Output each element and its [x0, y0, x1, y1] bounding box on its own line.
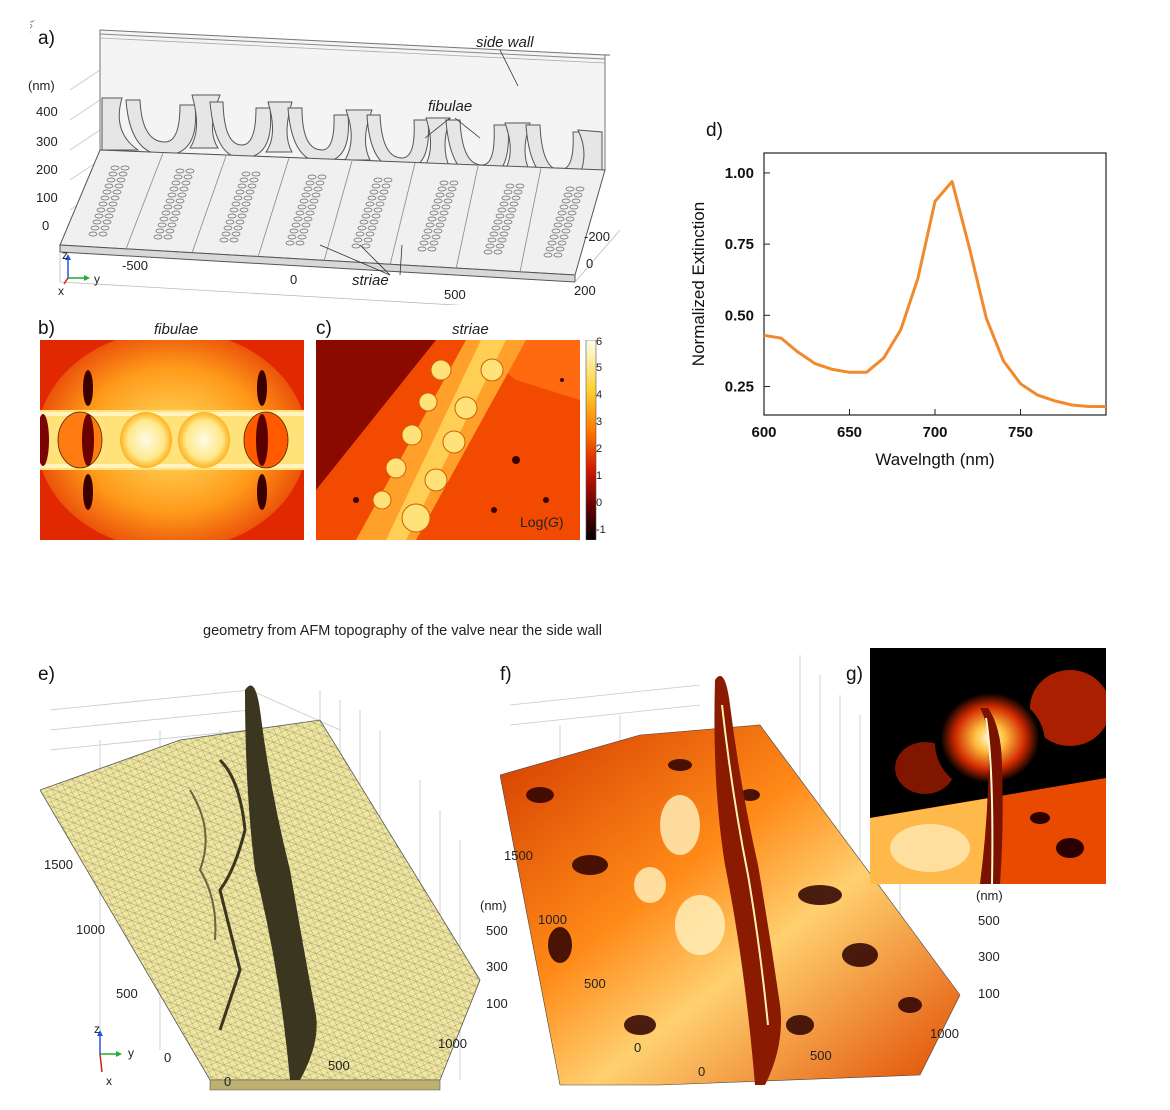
- e-x-tick-500: 500: [328, 1058, 350, 1073]
- y-axis-label: Normalized Extinction: [689, 202, 708, 366]
- a-x-tick-0: 0: [290, 272, 298, 287]
- a-axis-x: x: [58, 284, 64, 298]
- panel-c-field-map: [316, 340, 580, 540]
- label-striae: striae: [352, 272, 389, 289]
- x-tick-label: 700: [922, 424, 947, 441]
- panel-g-field-view: [870, 648, 1106, 884]
- cbar-tick-1: 1: [596, 470, 603, 482]
- e-axis-y: y: [128, 1046, 134, 1060]
- y-tick-label: 1.00: [725, 165, 754, 182]
- extinction-line: [763, 180, 1106, 408]
- x-tick-label: 600: [751, 424, 776, 441]
- panel-f-field-surface: [500, 655, 961, 1086]
- a-axis-triad: [63, 254, 90, 285]
- cbar-tick-4: 4: [596, 389, 603, 401]
- a-z-tick-400: 400: [36, 104, 58, 119]
- f-y-tick-500: 500: [584, 976, 606, 991]
- e-z-tick-300: 300: [486, 959, 508, 974]
- label-side-wall: side wall: [476, 34, 534, 51]
- e-y-tick-1000: 1000: [76, 922, 105, 937]
- cbar-tick-0: 0: [596, 497, 603, 509]
- x-axis-label: Wavelngth (nm): [875, 450, 994, 469]
- a-y-tick-0: 0: [586, 256, 594, 271]
- e-y-tick-500: 500: [116, 986, 138, 1001]
- panel-e-letter: e): [38, 664, 55, 685]
- cbar-tick-3: 3: [596, 416, 603, 428]
- g-z-tick-100: 100: [978, 986, 1000, 1001]
- g-z-tick-500: 500: [978, 913, 1000, 928]
- a-y-tick-200: 200: [574, 283, 596, 298]
- a-axis-y: y: [94, 272, 100, 286]
- x-tick-label: 750: [1008, 424, 1033, 441]
- cbar-tick-5: 5: [596, 362, 603, 374]
- f-x-tick-0: 0: [698, 1064, 706, 1079]
- e-x-tick-1000: 1000: [438, 1036, 467, 1051]
- panel-a-3d-model: [30, 20, 621, 305]
- f-y-tick-0: 0: [634, 1040, 642, 1055]
- a-y-tick-neg200: -200: [584, 229, 611, 244]
- panel-g-letter: g): [846, 664, 863, 685]
- f-y-tick-1000: 1000: [538, 912, 567, 927]
- a-z-tick-300: 300: [36, 134, 58, 149]
- panel-c-title: striae: [452, 321, 489, 338]
- panel-b-letter: b): [38, 318, 55, 339]
- g-z-tick-300: 300: [978, 949, 1000, 964]
- a-z-tick-0: 0: [42, 218, 50, 233]
- e-y-tick-0: 0: [164, 1050, 172, 1065]
- panel-c-letter: c): [316, 318, 332, 339]
- f-x-tick-500: 500: [810, 1048, 832, 1063]
- e-axis-triad: [97, 1030, 122, 1073]
- a-x-tick-500: 500: [444, 287, 466, 302]
- panel-a-letter: a): [38, 28, 55, 49]
- afm-caption: geometry from AFM topography of the valv…: [203, 623, 602, 639]
- colorbar: [585, 340, 597, 540]
- panel-c-colorbar-label: Log(G): [520, 514, 564, 530]
- cbar-tick-6: 6: [596, 336, 603, 348]
- a-x-tick-neg500: -500: [122, 258, 149, 273]
- e-z-tick-100: 100: [486, 996, 508, 1011]
- e-z-unit: (nm): [480, 898, 507, 913]
- y-tick-label: 0.25: [725, 379, 754, 396]
- f-x-tick-1000: 1000: [930, 1026, 959, 1041]
- panel-f-letter: f): [500, 664, 512, 685]
- e-y-tick-1500: 1500: [44, 857, 73, 872]
- y-tick-label: 0.50: [725, 307, 754, 324]
- label-fibulae: fibulae: [428, 98, 473, 115]
- f-y-tick-1500: 1500: [504, 848, 533, 863]
- g-z-unit: (nm): [976, 888, 1003, 903]
- e-axis-z: z: [94, 1022, 100, 1036]
- panel-b-field-map: [40, 340, 304, 540]
- cbar-tick-2: 2: [596, 443, 603, 455]
- a-z-tick-200: 200: [36, 162, 58, 177]
- plot-frame: [763, 152, 1107, 416]
- e-z-tick-500: 500: [486, 923, 508, 938]
- extinction-chart: 600 650 700 750 0.25 0.50 0.75 1.00 Wavelngth (n…: [689, 152, 1107, 469]
- cbar-tick-neg1: -1: [596, 524, 606, 536]
- y-tick-label: 0.75: [725, 236, 754, 253]
- a-z-tick-100: 100: [36, 190, 58, 205]
- panel-e-mesh-surface: [40, 685, 481, 1091]
- panel-b-title: fibulae: [154, 321, 199, 338]
- a-axis-z: z: [62, 248, 68, 262]
- panel-d-letter: d): [706, 120, 723, 141]
- e-x-tick-0: 0: [224, 1074, 232, 1089]
- a-z-unit: (nm): [28, 78, 55, 93]
- e-axis-x: x: [106, 1074, 112, 1088]
- x-tick-label: 650: [837, 424, 862, 441]
